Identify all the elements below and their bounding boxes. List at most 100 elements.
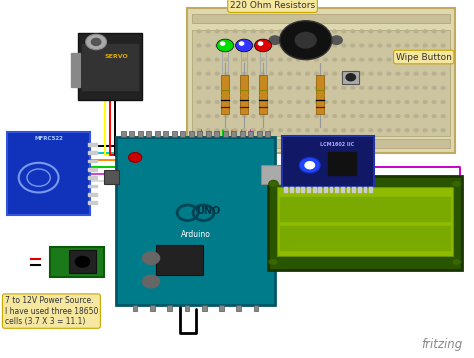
Circle shape	[297, 30, 301, 33]
Circle shape	[441, 101, 445, 103]
Circle shape	[405, 115, 409, 117]
Bar	[155, 131, 160, 137]
Circle shape	[432, 101, 436, 103]
Circle shape	[251, 101, 255, 103]
Circle shape	[233, 72, 237, 75]
Circle shape	[306, 44, 310, 47]
Bar	[307, 187, 310, 192]
Bar	[290, 187, 293, 192]
Circle shape	[261, 44, 264, 47]
Circle shape	[423, 72, 427, 75]
Bar	[261, 165, 282, 184]
Text: Wipe Button: Wipe Button	[396, 53, 452, 62]
Circle shape	[342, 30, 346, 33]
Circle shape	[360, 86, 364, 89]
Bar	[71, 53, 80, 87]
Circle shape	[297, 58, 301, 61]
Circle shape	[305, 162, 314, 169]
Circle shape	[270, 115, 273, 117]
Circle shape	[279, 115, 283, 117]
Circle shape	[242, 44, 246, 47]
Circle shape	[306, 30, 310, 33]
Bar	[82, 44, 138, 90]
Circle shape	[251, 129, 255, 132]
Circle shape	[405, 44, 409, 47]
Circle shape	[387, 58, 391, 61]
Bar	[187, 8, 455, 153]
Circle shape	[224, 72, 228, 75]
Text: 7 to 12V Power Source.
I have used three 18650
cells (3.7 X 3 = 11.1): 7 to 12V Power Source. I have used three…	[5, 296, 98, 326]
Bar	[408, 197, 418, 221]
Bar	[88, 168, 97, 171]
Circle shape	[423, 44, 427, 47]
Bar	[88, 143, 97, 146]
Circle shape	[224, 30, 228, 33]
Circle shape	[387, 30, 391, 33]
Circle shape	[423, 58, 427, 61]
Bar	[192, 139, 450, 148]
Bar	[138, 131, 143, 137]
Bar	[146, 131, 151, 137]
Circle shape	[215, 30, 219, 33]
Circle shape	[306, 115, 310, 117]
Circle shape	[342, 101, 346, 103]
Circle shape	[351, 129, 355, 132]
Bar	[223, 131, 228, 137]
Circle shape	[351, 86, 355, 89]
Circle shape	[315, 30, 319, 33]
Bar	[418, 197, 428, 221]
Circle shape	[233, 86, 237, 89]
Bar	[240, 76, 248, 114]
Circle shape	[279, 72, 283, 75]
Circle shape	[224, 86, 228, 89]
Circle shape	[432, 30, 436, 33]
Circle shape	[414, 129, 418, 132]
Circle shape	[143, 275, 160, 288]
Circle shape	[306, 86, 310, 89]
Bar	[369, 187, 372, 192]
Circle shape	[378, 86, 382, 89]
Circle shape	[378, 72, 382, 75]
Circle shape	[215, 129, 219, 132]
Circle shape	[396, 30, 400, 33]
Circle shape	[297, 101, 301, 103]
Bar	[375, 227, 386, 250]
Circle shape	[279, 44, 283, 47]
Circle shape	[315, 101, 319, 103]
Circle shape	[197, 115, 201, 117]
Circle shape	[251, 44, 255, 47]
Circle shape	[251, 86, 255, 89]
Circle shape	[315, 129, 319, 132]
Bar	[311, 197, 322, 221]
Circle shape	[197, 101, 201, 103]
Circle shape	[324, 58, 328, 61]
Circle shape	[306, 72, 310, 75]
Circle shape	[360, 30, 364, 33]
Circle shape	[75, 256, 90, 267]
Bar	[335, 187, 338, 192]
Bar	[265, 131, 270, 137]
Circle shape	[441, 30, 445, 33]
Circle shape	[279, 101, 283, 103]
Circle shape	[387, 115, 391, 117]
Circle shape	[315, 58, 319, 61]
Circle shape	[324, 72, 328, 75]
Circle shape	[206, 115, 210, 117]
Bar	[237, 305, 241, 311]
Circle shape	[242, 72, 246, 75]
Bar	[164, 131, 168, 137]
Circle shape	[423, 115, 427, 117]
Bar	[280, 197, 290, 221]
Circle shape	[387, 72, 391, 75]
Circle shape	[432, 129, 436, 132]
Circle shape	[315, 115, 319, 117]
Circle shape	[378, 129, 382, 132]
Bar	[254, 305, 258, 311]
Text: Arduino: Arduino	[181, 230, 210, 239]
Circle shape	[324, 129, 328, 132]
Circle shape	[441, 44, 445, 47]
Bar	[7, 132, 90, 215]
Circle shape	[297, 44, 301, 47]
Bar	[129, 131, 134, 137]
Circle shape	[369, 30, 373, 33]
